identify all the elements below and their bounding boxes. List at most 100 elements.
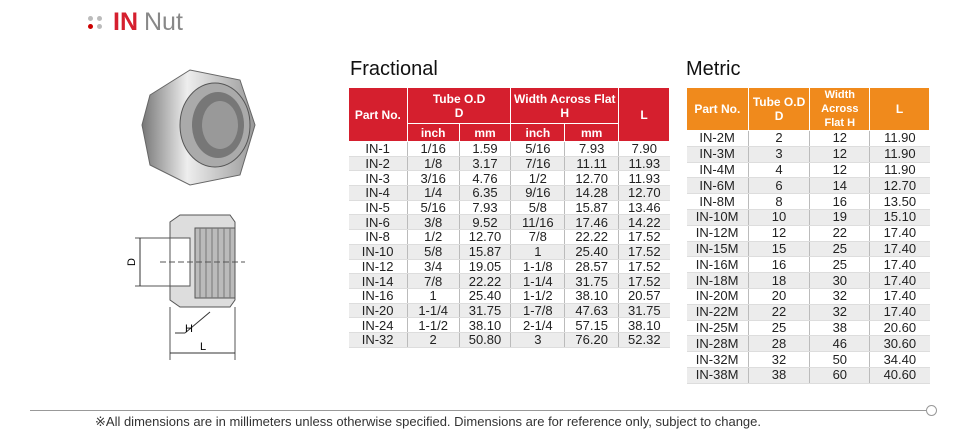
- table-row: IN-2 1/8 3.17 7/16 11.11 11.93: [348, 156, 670, 172]
- table-cell: 7.93: [564, 141, 620, 157]
- table-row: IN-32 2 50.80 3 76.20 52.32: [348, 332, 670, 348]
- table-cell: 5/16: [406, 200, 460, 216]
- metric-table: Part No. Tube O.D D Width Across Flat H L …: [686, 87, 930, 384]
- header-l: L: [618, 87, 670, 142]
- table-cell: 17.40: [869, 225, 930, 242]
- table-cell: 7/8: [406, 273, 460, 289]
- table-cell: 3/4: [406, 259, 460, 275]
- table-cell: IN-3: [348, 170, 408, 187]
- table-cell: 12: [809, 162, 871, 179]
- table-cell: 38.10: [564, 288, 620, 304]
- table-cell: 12.70: [458, 229, 512, 245]
- table-row: IN-6M 6 14 12.70: [686, 177, 930, 195]
- table-cell: 15.87: [458, 244, 512, 260]
- table-cell: 28: [747, 335, 811, 353]
- table-cell: 20.60: [869, 320, 930, 337]
- table-cell: 1-1/8: [510, 259, 566, 275]
- table-cell: 1: [510, 244, 566, 260]
- table-cell: 13.46: [618, 200, 670, 216]
- table-cell: 25.40: [458, 288, 512, 304]
- table-cell: IN-10: [348, 244, 408, 260]
- header-mm: mm: [458, 123, 512, 142]
- table-cell: 12.70: [869, 177, 930, 195]
- table-cell: 17.40: [869, 256, 930, 274]
- header-inch: inch: [406, 123, 460, 142]
- page-title: IN Nut: [88, 8, 183, 37]
- table-row: IN-8 1/2 12.70 7/8 22.22 17.52: [348, 229, 670, 245]
- header-part-no: Part No.: [686, 87, 749, 131]
- table-cell: 8: [747, 193, 811, 210]
- table-cell: 1/2: [406, 229, 460, 245]
- table-cell: 2: [406, 332, 460, 348]
- header-width: Width Across Flat H: [809, 87, 871, 131]
- table-cell: IN-8M: [686, 193, 749, 210]
- table-cell: 17.52: [618, 229, 670, 245]
- table-cell: IN-12: [348, 259, 408, 275]
- table-cell: IN-12M: [686, 225, 749, 242]
- table-cell: 11.90: [869, 130, 930, 147]
- table-cell: 17.40: [869, 241, 930, 258]
- table-cell: 2-1/4: [510, 317, 566, 333]
- table-cell: 9.52: [458, 214, 512, 231]
- table-cell: 60: [809, 367, 871, 384]
- table-cell: IN-25M: [686, 320, 749, 337]
- table-cell: 15: [747, 241, 811, 258]
- table-cell: 1/16: [406, 141, 460, 157]
- table-cell: 18: [747, 272, 811, 289]
- table-cell: 38: [747, 367, 811, 384]
- table-cell: IN-32M: [686, 351, 749, 368]
- table-cell: 31.75: [564, 273, 620, 289]
- table-cell: 11.93: [618, 170, 670, 187]
- table-cell: 38.10: [618, 317, 670, 333]
- table-cell: IN-16: [348, 288, 408, 304]
- table-cell: 5/16: [510, 141, 566, 157]
- header-inch: inch: [510, 123, 566, 142]
- table-cell: 28.57: [564, 259, 620, 275]
- table-cell: 3.17: [458, 156, 512, 172]
- header-l: L: [869, 87, 930, 131]
- table-row: IN-24 1-1/2 38.10 2-1/4 57.15 38.10: [348, 317, 670, 333]
- table-cell: 16: [809, 193, 871, 210]
- table-cell: IN-6M: [686, 177, 749, 195]
- table-cell: 7.93: [458, 200, 512, 216]
- table-cell: 30: [809, 272, 871, 289]
- dimension-h-label: H: [185, 323, 193, 335]
- table-cell: 1-1/4: [406, 303, 460, 319]
- product-title: Nut: [144, 8, 183, 36]
- table-cell: 5/8: [406, 244, 460, 260]
- table-cell: 1.59: [458, 141, 512, 157]
- table-cell: 7/8: [510, 229, 566, 245]
- table-cell: IN-15M: [686, 241, 749, 258]
- table-cell: 1-1/2: [510, 288, 566, 304]
- table-cell: 2: [747, 130, 811, 147]
- table-row: IN-10 5/8 15.87 1 25.40 17.52: [348, 244, 670, 260]
- table-cell: 17.40: [869, 288, 930, 305]
- table-cell: 3: [747, 146, 811, 163]
- table-cell: 76.20: [564, 332, 620, 348]
- table-row: IN-3 3/16 4.76 1/2 12.70 11.93: [348, 170, 670, 187]
- footer-divider: [30, 410, 928, 411]
- table-row: IN-4M 4 12 11.90: [686, 162, 930, 179]
- table-cell: 25.40: [564, 244, 620, 260]
- table-cell: 34.40: [869, 351, 930, 368]
- table-cell: 47.63: [564, 303, 620, 319]
- table-cell: 4.76: [458, 170, 512, 187]
- table-cell: 17.52: [618, 273, 670, 289]
- table-cell: IN-6: [348, 214, 408, 231]
- dimension-d-label: D: [126, 258, 138, 266]
- table-cell: 6: [747, 177, 811, 195]
- table-row: IN-14 7/8 22.22 1-1/4 31.75 17.52: [348, 273, 670, 289]
- table-cell: 4: [747, 162, 811, 179]
- table-cell: 38: [809, 320, 871, 337]
- table-cell: IN-2M: [686, 130, 749, 147]
- table-row: IN-20 1-1/4 31.75 1-7/8 47.63 31.75: [348, 303, 670, 319]
- table-cell: 19.05: [458, 259, 512, 275]
- table-row: IN-15M 15 25 17.40: [686, 241, 930, 258]
- table-cell: 12: [809, 130, 871, 147]
- header-width: Width Across Flat H: [510, 87, 620, 124]
- table-cell: 50.80: [458, 332, 512, 348]
- table-cell: 32: [747, 351, 811, 368]
- dimension-l-label: L: [200, 341, 206, 353]
- table-cell: 17.40: [869, 304, 930, 321]
- table-cell: 11.93: [618, 156, 670, 172]
